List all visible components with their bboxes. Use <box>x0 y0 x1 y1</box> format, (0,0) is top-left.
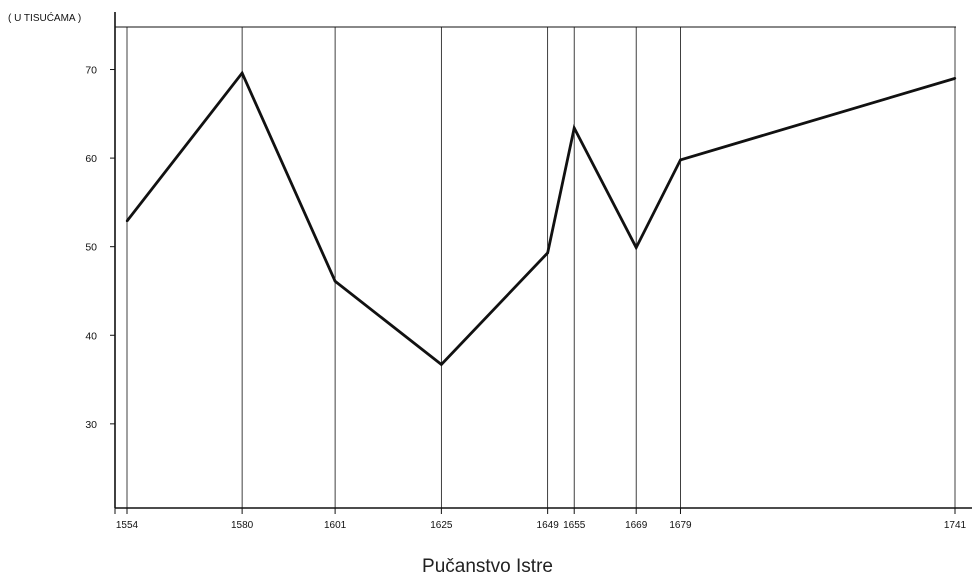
y-axis-unit-label: ( U TISUĆAMA ) <box>8 11 81 24</box>
data-point <box>125 219 129 223</box>
x-tick-label: 1679 <box>669 520 692 531</box>
y-tick-label: 30 <box>85 419 97 431</box>
x-tick-label: 1554 <box>116 520 139 531</box>
y-tick-label: 40 <box>85 330 97 342</box>
data-point <box>333 280 337 283</box>
y-tick-label: 50 <box>85 242 97 254</box>
data-point <box>440 363 443 366</box>
x-tick-label: 1669 <box>625 520 648 531</box>
x-tick-label: 1580 <box>231 520 254 531</box>
data-point <box>546 251 549 255</box>
data-point <box>634 246 638 249</box>
chart-caption: Pučanstvo Istre <box>422 556 553 577</box>
x-tick-label: 1741 <box>944 520 967 531</box>
y-tick-label: 60 <box>85 153 97 165</box>
x-tick-label: 1601 <box>324 520 347 531</box>
x-tick-label: 1625 <box>430 520 453 531</box>
data-point <box>953 77 957 80</box>
population-series-line <box>125 70 956 367</box>
data-point <box>679 158 682 162</box>
y-tick-label: 70 <box>85 65 97 77</box>
x-tick-label: 1649 <box>537 520 560 531</box>
data-point <box>240 71 244 75</box>
x-tick-label: 1655 <box>563 520 586 531</box>
data-point <box>573 126 576 130</box>
